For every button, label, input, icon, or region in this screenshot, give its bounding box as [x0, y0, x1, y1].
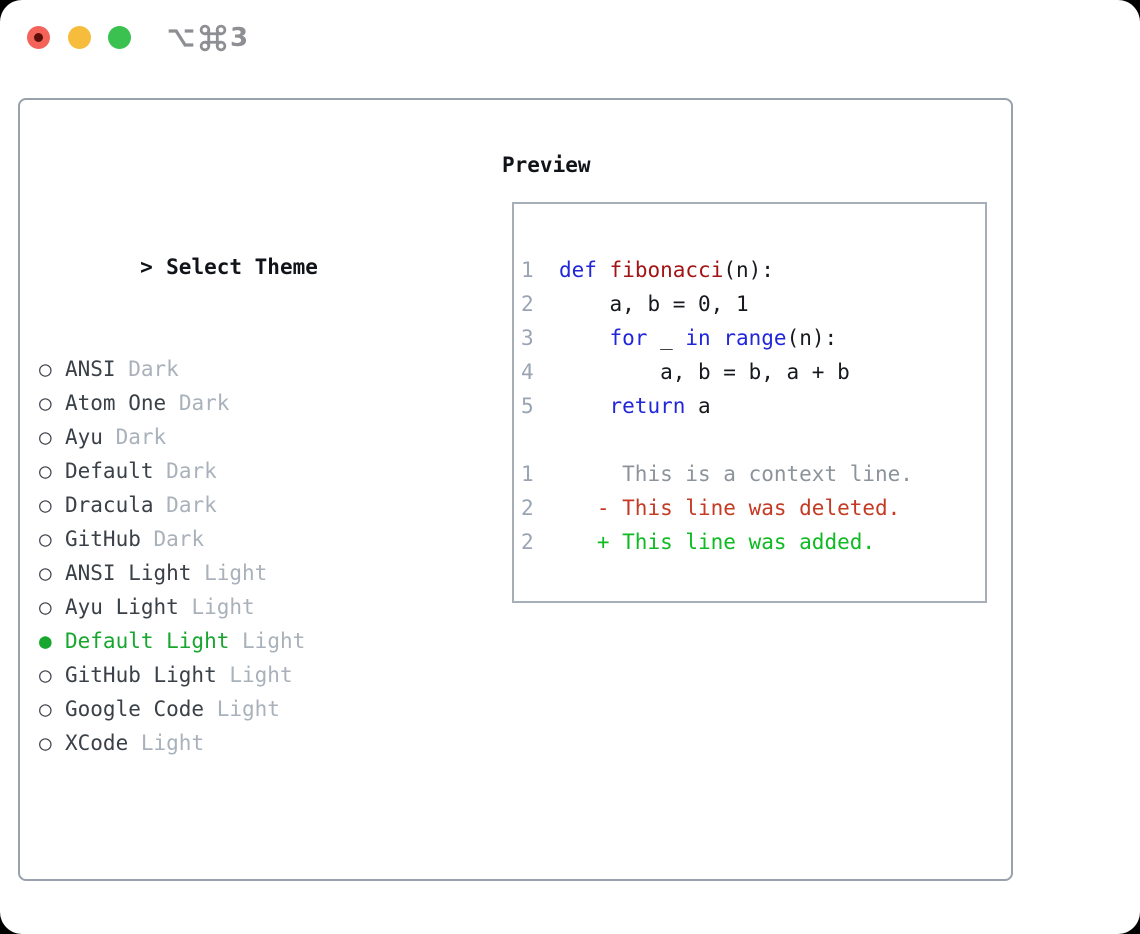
theme-name: Ayu Light	[65, 595, 179, 619]
theme-name: XCode	[65, 731, 129, 755]
radio-icon: ○	[39, 425, 52, 449]
prompt-icon: >	[140, 255, 153, 279]
radio-icon: ○	[39, 459, 52, 483]
theme-name: ANSI	[65, 357, 116, 381]
theme-variant: Dark	[128, 357, 179, 381]
theme-variant: Dark	[153, 527, 205, 551]
radio-icon: ○	[39, 357, 52, 381]
theme-variant: Dark	[166, 493, 217, 517]
radio-icon: ○	[39, 595, 52, 619]
theme-variant: Light	[242, 629, 306, 653]
theme-name: GitHub Light	[65, 663, 217, 687]
theme-name: Ayu	[65, 425, 103, 449]
theme-option[interactable]: ○ Ayu Dark	[39, 420, 393, 454]
theme-name: Default Light	[65, 629, 230, 653]
theme-name: Dracula	[65, 493, 154, 517]
command-key-icon	[199, 24, 227, 52]
close-button[interactable]	[27, 26, 50, 49]
code-line: 2 a, b = 0, 1	[521, 292, 749, 316]
theme-option[interactable]: ● Default Light Light	[39, 624, 393, 658]
preview-box: 1 def fibonacci(n): 2 a, b = 0, 1 3 for _ …	[512, 202, 987, 603]
theme-name: ANSI Light	[65, 561, 192, 585]
radio-icon: ○	[39, 697, 52, 721]
theme-option[interactable]: ○ GitHub Light Light	[39, 658, 393, 692]
theme-option[interactable]: ○ XCode Light	[39, 726, 393, 760]
code-line	[521, 423, 985, 457]
minimize-button[interactable]	[68, 26, 91, 49]
window-shortcut-label: 3	[166, 22, 248, 54]
code-line: 2 + This line was added.	[521, 530, 876, 554]
theme-variant: Light	[216, 697, 280, 721]
radio-selected-icon: ●	[39, 629, 52, 653]
code-line: 5 return a	[521, 394, 711, 418]
select-theme-header: > Select Theme	[39, 216, 393, 279]
theme-name: GitHub	[65, 527, 141, 551]
select-theme-title: Select Theme	[166, 255, 318, 279]
shortcut-key-number: 3	[230, 23, 249, 53]
theme-option[interactable]: ○ Dracula Dark	[39, 488, 393, 522]
theme-selector: > Select Theme ○ ANSI Dark ○ Atom One Dark ○ A…	[39, 148, 393, 934]
preview-title: Preview	[502, 153, 591, 177]
theme-variant: Dark	[166, 459, 217, 483]
theme-variant: Dark	[178, 391, 230, 415]
radio-icon: ○	[39, 731, 52, 755]
theme-variant: Dark	[115, 425, 167, 449]
theme-option[interactable]: ○ Ayu Light Light	[39, 590, 393, 624]
theme-option[interactable]: ○ GitHub Dark	[39, 522, 393, 556]
theme-option[interactable]: ○ ANSI Light Light	[39, 556, 393, 590]
radio-icon: ○	[39, 493, 52, 517]
theme-option[interactable]: ○ Google Code Light	[39, 692, 393, 726]
theme-variant: Light	[140, 731, 205, 755]
maximize-button[interactable]	[108, 26, 131, 49]
code-line: 1 This is a context line.	[521, 462, 913, 486]
theme-variant: Light	[191, 595, 255, 619]
theme-option[interactable]: ○ ANSI Dark	[39, 352, 393, 386]
code-line: 4 a, b = b, a + b	[521, 360, 850, 384]
theme-name: Atom One	[65, 391, 167, 415]
code-line: 1 def fibonacci(n):	[521, 258, 774, 282]
option-key-icon	[168, 29, 194, 47]
radio-icon: ○	[39, 391, 52, 415]
theme-option[interactable]: ○ Atom One Dark	[39, 386, 393, 420]
theme-list: ○ ANSI Dark ○ Atom One Dark ○ Ayu Dark ○ Defaul…	[39, 352, 393, 760]
theme-selector-panel: > Select Theme ○ ANSI Dark ○ Atom One Dark ○ A…	[18, 98, 1013, 881]
radio-icon: ○	[39, 561, 52, 585]
theme-option[interactable]: ○ Default Dark	[39, 454, 393, 488]
theme-variant: Light	[204, 561, 268, 585]
apply-to-header: Apply To	[39, 896, 393, 930]
theme-variant: Light	[229, 663, 293, 687]
theme-name: Default	[65, 459, 154, 483]
close-dot-icon	[34, 33, 43, 42]
code-line: 3 for _ in range(n):	[521, 326, 838, 350]
theme-name: Google Code	[65, 697, 205, 721]
radio-icon: ○	[39, 527, 52, 551]
code-line: 2 - This line was deleted.	[521, 496, 901, 520]
radio-icon: ○	[39, 663, 52, 687]
